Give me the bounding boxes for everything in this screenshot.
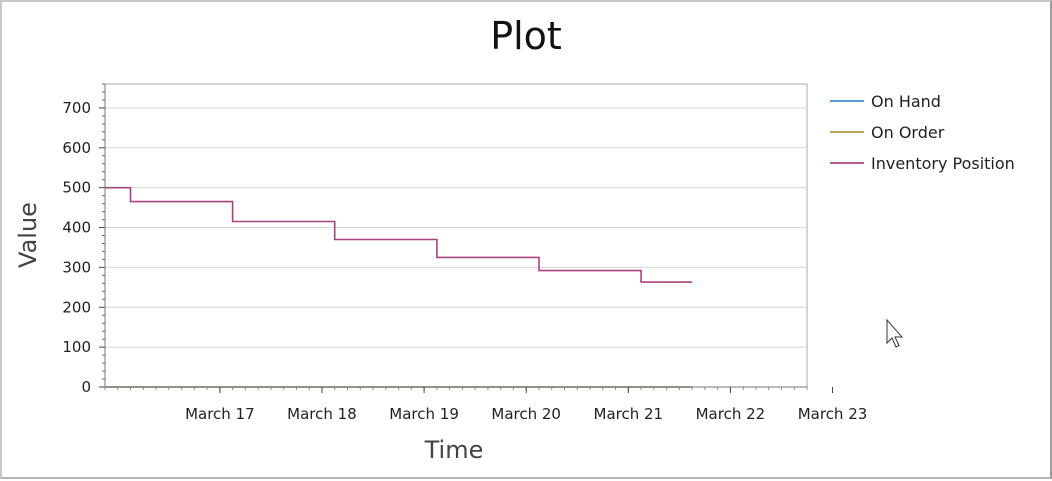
x-axis-title: Time <box>424 436 484 464</box>
plot-area <box>104 83 808 388</box>
x-tick-label: March 19 <box>389 405 459 423</box>
grid-lines <box>105 107 807 348</box>
legend-label: Inventory Position <box>871 154 1015 173</box>
mouse-cursor-icon <box>886 318 904 348</box>
y-axis: 0 100 200 300 400 500 600 700 <box>62 83 106 396</box>
x-tick-label: March 20 <box>491 405 561 423</box>
x-tick-label: March 22 <box>696 405 766 423</box>
y-tick-label: 400 <box>62 219 91 237</box>
y-tick-label: 100 <box>62 338 91 356</box>
y-tick-label: 700 <box>62 99 91 117</box>
x-axis: March 17 March 18 March 19 March 20 March 21… <box>104 386 868 423</box>
x-tick-label: March 21 <box>594 405 664 423</box>
legend-label: On Hand <box>871 92 941 111</box>
y-tick-label: 300 <box>62 258 91 276</box>
y-tick-label: 500 <box>62 179 91 197</box>
x-tick-label: March 18 <box>287 405 357 423</box>
y-tick-label: 200 <box>62 298 91 316</box>
y-axis-title: Value <box>14 202 42 268</box>
legend-label: On Order <box>871 123 945 142</box>
y-tick-label: 600 <box>62 139 91 157</box>
legend: On Hand On Order Inventory Position <box>830 92 1015 173</box>
chart-title: Plot <box>490 14 562 58</box>
x-tick-label: March 23 <box>798 405 868 423</box>
y-tick-label: 0 <box>81 378 91 396</box>
x-tick-label: March 17 <box>185 405 255 423</box>
series-line-2 <box>105 186 693 283</box>
